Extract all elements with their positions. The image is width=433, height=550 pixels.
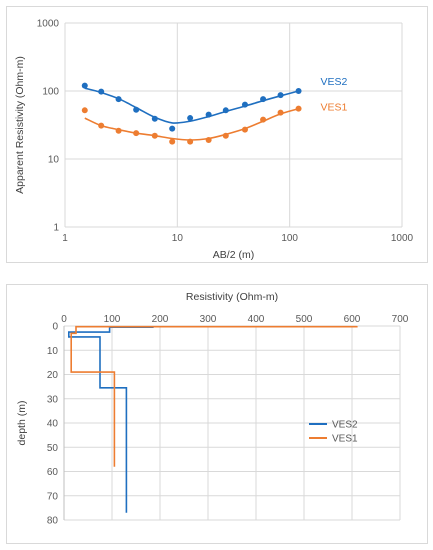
data-point-ves1 (98, 122, 105, 129)
data-point-ves1 (295, 105, 302, 112)
x-axis-title: AB/2 (m) (213, 249, 254, 261)
data-point-ves2 (241, 101, 248, 108)
x-tick-label: 10 (172, 233, 184, 244)
y-tick-label: 20 (47, 370, 59, 381)
series-label-ves2: VES2 (321, 76, 348, 88)
x-tick-label: 100 (281, 233, 298, 244)
data-point-ves1 (133, 130, 140, 137)
series-label-ves1: VES1 (321, 102, 348, 114)
x-tick-label: 200 (152, 314, 169, 325)
data-point-ves2 (115, 96, 122, 103)
y-tick-label: 50 (47, 443, 59, 454)
data-point-ves1 (151, 132, 158, 139)
legend-label-ves2: VES2 (332, 420, 358, 431)
x-tick-label: 700 (392, 314, 409, 325)
y-axis-title: Apparent Resistivity (Ohm-m) (14, 56, 26, 194)
x-tick-label: 300 (200, 314, 217, 325)
x-tick-label: 1000 (391, 233, 414, 244)
y-tick-label: 30 (47, 394, 59, 405)
y-tick-label: 80 (47, 516, 59, 527)
apparent-resistivity-plot: 1 10 100 1000 1 10 100 1000 AB/2 (m) Apparent Res… (14, 19, 414, 262)
y-tick-label: 100 (42, 87, 59, 98)
y-axis-title: depth (m) (16, 401, 28, 446)
data-point-ves2 (277, 92, 284, 99)
y-tick-label: 70 (47, 491, 59, 502)
data-point-ves1 (260, 116, 267, 123)
data-point-ves2 (222, 107, 229, 114)
data-point-ves2 (98, 88, 105, 95)
x-tick-label: 0 (61, 314, 67, 325)
data-point-ves2 (295, 88, 302, 94)
series-line-ves1 (70, 325, 358, 467)
apparent-resistivity-chart: 1 10 100 1000 1 10 100 1000 AB/2 (m) Apparent Res… (6, 6, 428, 263)
data-point-ves1 (169, 138, 176, 145)
data-point-ves2 (133, 106, 140, 113)
x-tick-label: 600 (344, 314, 361, 325)
data-point-ves2 (260, 96, 267, 103)
y-tick-label: 10 (47, 346, 59, 357)
y-tick-label: 40 (47, 419, 59, 430)
chart-title: Resistivity (Ohm-m) (186, 291, 278, 303)
resistivity-depth-chart: 0 100 200 300 400 500 600 700 0 10 20 30 40 50 60 70 80 R… (6, 284, 428, 544)
y-tick-label: 60 (47, 467, 59, 478)
data-point-ves2 (169, 125, 176, 132)
data-point-ves1 (187, 138, 194, 145)
x-tick-label: 1 (62, 233, 68, 244)
series-line-ves2 (67, 326, 154, 513)
x-tick-label: 100 (104, 314, 121, 325)
data-point-ves1 (205, 137, 212, 144)
data-point-ves2 (205, 111, 212, 118)
y-tick-label: 1 (53, 223, 59, 234)
data-point-ves1 (81, 107, 88, 114)
data-point-ves2 (187, 115, 194, 122)
x-tick-label: 400 (248, 314, 265, 325)
series-curve-ves1 (84, 107, 299, 141)
data-point-ves1 (115, 127, 122, 134)
y-tick-label: 1000 (37, 19, 60, 30)
data-point-ves1 (277, 109, 284, 116)
x-tick-label: 500 (296, 314, 313, 325)
data-point-ves2 (81, 82, 88, 89)
legend-label-ves1: VES1 (332, 434, 358, 445)
data-point-ves2 (151, 115, 158, 122)
y-tick-label: 10 (48, 155, 60, 166)
data-point-ves1 (241, 126, 248, 133)
resistivity-depth-plot: 0 100 200 300 400 500 600 700 0 10 20 30 40 50 60 70 80 R… (16, 291, 409, 527)
y-tick-label: 0 (52, 322, 58, 333)
data-point-ves1 (222, 132, 229, 139)
